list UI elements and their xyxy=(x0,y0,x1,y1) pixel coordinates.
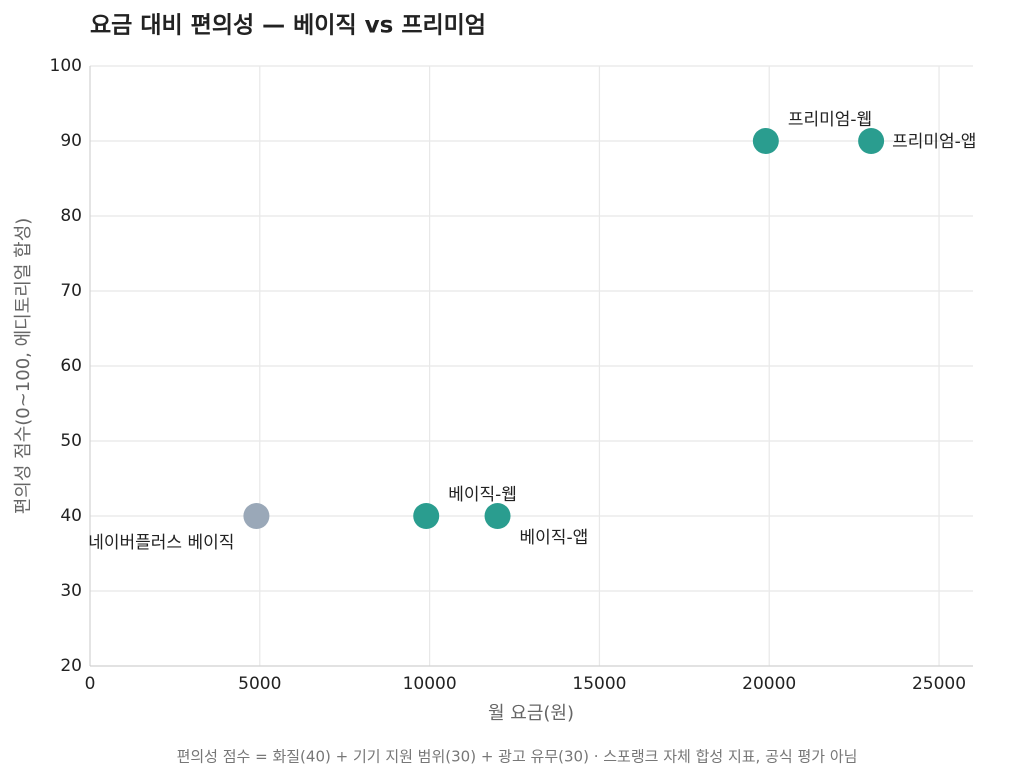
point xyxy=(484,503,511,529)
point-label: 베이직-웹 xyxy=(448,485,517,505)
y-tick-label: 70 xyxy=(60,281,82,301)
point-label: 네이버플러스 베이직 xyxy=(88,533,234,553)
y-tick-label: 20 xyxy=(60,656,82,676)
x-tick-label: 10000 xyxy=(403,674,457,694)
y-tick-label: 40 xyxy=(60,506,82,526)
x-tick-label: 20000 xyxy=(742,674,796,694)
x-tick-label: 5000 xyxy=(238,674,281,694)
x-axis-label: 월 요금(원) xyxy=(488,703,574,724)
footnote: 편의성 점수 = 화질(40) + 기기 지원 범위(30) + 광고 유무(3… xyxy=(177,748,858,766)
y-axis-label: 편의성 점수(0~100, 에디토리얼 합성) xyxy=(13,218,34,515)
point xyxy=(858,128,885,154)
y-tick-label: 100 xyxy=(50,56,82,76)
point xyxy=(752,128,779,154)
y-tick-label: 80 xyxy=(60,206,82,226)
x-tick-label: 25000 xyxy=(912,674,966,694)
y-tick-label: 30 xyxy=(60,581,82,601)
chart-title: 요금 대비 편의성 — 베이직 vs 프리미엄 xyxy=(90,13,486,39)
point xyxy=(243,503,270,529)
point-label: 프리미엄-앱 xyxy=(892,132,976,152)
y-tick-label: 90 xyxy=(60,131,82,151)
point-label: 프리미엄-웹 xyxy=(788,110,872,130)
x-tick-label: 15000 xyxy=(572,674,626,694)
y-tick-label: 60 xyxy=(60,356,82,376)
point-label: 베이직-앱 xyxy=(520,528,589,548)
point xyxy=(413,503,440,529)
y-tick-label: 50 xyxy=(60,431,82,451)
x-tick-label: 0 xyxy=(85,674,96,694)
